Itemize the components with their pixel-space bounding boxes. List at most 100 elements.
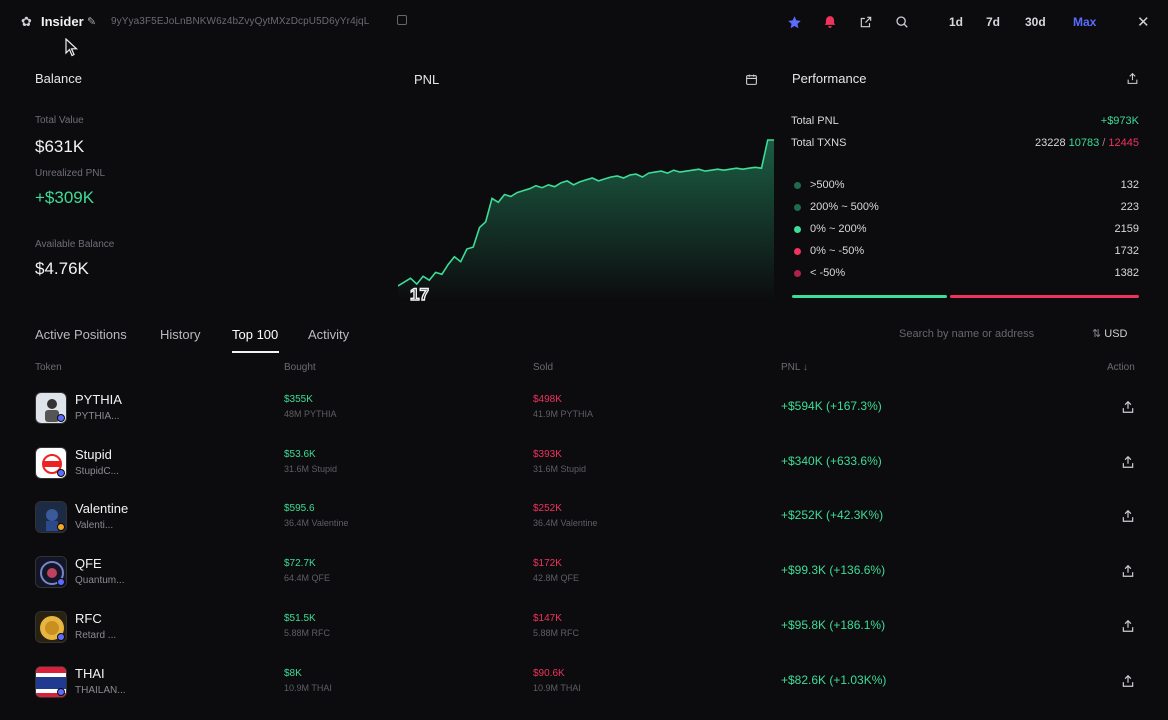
total-txns-label: Total TXNS [791, 137, 847, 149]
col-token: Token [35, 362, 62, 373]
bought-value: $53.6K [284, 448, 316, 460]
sold-value: $393K [533, 448, 562, 460]
edit-name-icon[interactable]: ✎ [87, 16, 97, 28]
bucket-dot [794, 182, 801, 189]
bought-value: $51.5K [284, 612, 316, 624]
chain-badge-icon [57, 468, 65, 477]
table-row[interactable]: THAI THAILAN... $8K 10.9M THAI $90.6K 10.9M T… [0, 665, 1168, 720]
token-full-name: Retard ... [75, 629, 117, 641]
col-bought[interactable]: Bought [284, 362, 316, 373]
total-pnl-value: +$973K [1100, 115, 1139, 127]
token-name[interactable]: QFE [75, 556, 102, 572]
total-value-label: Total Value [35, 115, 84, 126]
share-icon[interactable] [1121, 400, 1135, 414]
table-row[interactable]: Valentine Valenti... $595.6 36.4M Valentine… [0, 501, 1168, 555]
chain-badge-icon [57, 687, 65, 696]
sold-value: $147K [533, 612, 562, 624]
unrealized-pnl-label: Unrealized PNL [35, 168, 106, 179]
performance-title: Performance [792, 71, 867, 86]
col-sold[interactable]: Sold [533, 362, 554, 373]
bucket-label: 0% ~ 200% [810, 223, 867, 235]
txns-sells: 12445 [1108, 137, 1139, 149]
share-icon[interactable] [1121, 509, 1135, 523]
bucket-dot [794, 204, 801, 211]
bought-amount: 36.4M Valentine [284, 518, 349, 529]
sold-value: $90.6K [533, 667, 565, 679]
pnl-value: +$95.8K (+186.1%) [781, 617, 886, 632]
token-name[interactable]: Stupid [75, 446, 112, 462]
bought-amount: 64.4M QFE [284, 573, 331, 584]
token-name[interactable]: RFC [75, 610, 102, 626]
bought-value: $355K [284, 394, 313, 405]
performance-bucket-row: 0% ~ -50% 1732 [791, 244, 1139, 260]
token-avatar [35, 501, 67, 534]
total-value: $631K [35, 137, 85, 156]
calendar-icon[interactable] [742, 70, 760, 88]
share-icon[interactable] [1121, 619, 1135, 633]
col-pnl[interactable]: PNL ↓ [781, 362, 808, 373]
bucket-label: >500% [810, 179, 845, 191]
token-full-name: Quantum... [75, 575, 125, 587]
share-icon[interactable] [1121, 564, 1135, 578]
external-link-icon[interactable] [857, 13, 875, 31]
chart-watermark-logo-icon: 17 [409, 284, 429, 304]
mouse-cursor-icon [65, 38, 79, 57]
search-input[interactable]: Search by name or address [899, 328, 1035, 340]
balance-title: Balance [35, 71, 82, 86]
table-row[interactable]: RFC Retard ... $51.5K 5.88M RFC $147K 5.88M R… [0, 610, 1168, 665]
tab-history[interactable]: History [160, 327, 201, 342]
wallet-logo-icon: ✿ [21, 14, 32, 29]
total-pnl-label: Total PNL [791, 115, 839, 127]
range-30d[interactable]: 30d [1025, 15, 1046, 29]
token-name[interactable]: Valentine [75, 501, 129, 517]
chain-badge-icon [57, 632, 65, 641]
alert-bell-icon[interactable] [821, 13, 839, 31]
range-max[interactable]: Max [1073, 15, 1097, 29]
share-icon[interactable] [1123, 69, 1141, 87]
token-full-name: StupidC... [75, 465, 119, 477]
bucket-value: 223 [1120, 201, 1139, 213]
bucket-value: 2159 [1114, 223, 1139, 235]
bucket-dot [794, 226, 801, 233]
close-icon[interactable]: ✕ [1137, 14, 1150, 31]
star-icon[interactable] [785, 13, 803, 31]
table-row[interactable]: PYTHIA PYTHIA... $355K 48M PYTHIA $498K 41.9M… [0, 392, 1168, 446]
search-icon[interactable] [893, 13, 911, 31]
token-avatar [35, 446, 67, 479]
share-icon[interactable] [1121, 455, 1135, 469]
sold-amount: 41.9M PYTHIA [533, 409, 594, 419]
copy-address-icon[interactable] [397, 15, 407, 25]
share-icon[interactable] [1121, 674, 1135, 688]
bought-amount: 31.6M Stupid [284, 463, 338, 474]
txns-separator: / [1102, 137, 1106, 149]
token-name[interactable]: THAI [75, 665, 105, 681]
sold-value: $498K [533, 394, 562, 405]
bucket-value: 1732 [1114, 245, 1139, 257]
pnl-area [398, 140, 774, 300]
table-row[interactable]: Stupid StupidC... $53.6K 31.6M Stupid $393K 3… [0, 446, 1168, 501]
chain-badge-icon [57, 578, 65, 587]
bucket-label: 0% ~ -50% [810, 245, 865, 257]
tab-active-positions[interactable]: Active Positions [35, 327, 127, 342]
txns-buys: 10783 [1068, 137, 1100, 149]
top-bar: ✿ Insider ✎ 9yYya3F5EJoLnBNKW6z4bZvyQytM… [0, 0, 1168, 44]
tab-activity[interactable]: Activity [308, 327, 350, 342]
tab-top-100[interactable]: Top 100 [232, 327, 279, 342]
range-7d[interactable]: 7d [986, 15, 1001, 29]
sold-value: $252K [533, 503, 562, 515]
bucket-label: 200% ~ 500% [810, 201, 879, 213]
sold-value: $172K [533, 558, 562, 570]
sort-arrows-icon: ⇅ [1092, 328, 1102, 340]
bought-value: $595.6 [284, 503, 315, 515]
token-name[interactable]: PYTHIA [75, 392, 122, 407]
bought-amount: 10.9M THAI [284, 682, 332, 693]
performance-bucket-row: 0% ~ 200% 2159 [791, 222, 1139, 238]
bucket-dot [794, 270, 801, 277]
performance-bucket-row: >500% 132 [791, 178, 1139, 194]
table-row[interactable]: QFE Quantum... $72.7K 64.4M QFE $172K 42.8M Q… [0, 556, 1168, 610]
bucket-value: 1382 [1114, 267, 1139, 279]
pnl-line [398, 139, 774, 287]
loss-bar [950, 295, 1139, 298]
currency-toggle[interactable]: ⇅ USD [1092, 327, 1128, 340]
range-1d[interactable]: 1d [949, 15, 964, 29]
